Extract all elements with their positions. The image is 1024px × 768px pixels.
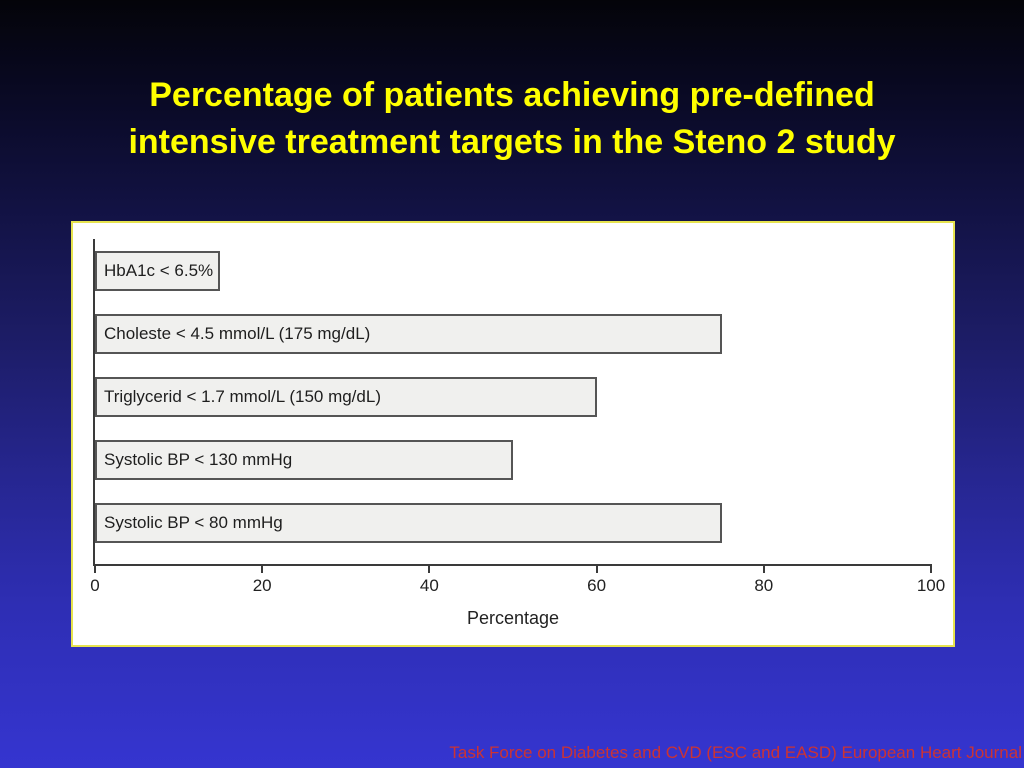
bar-label: Systolic BP < 80 mmHg [104, 513, 283, 532]
x-axis-tick-label: 100 [916, 576, 946, 595]
bar-row-1: HbA1c < 6.5% [95, 251, 221, 291]
x-axis-label: Percentage [466, 608, 560, 628]
bar-row-3: Triglycerid < 1.7 mmol/L (150 mg/dL) [95, 377, 597, 417]
x-axis-tick-label: 80 [754, 576, 774, 595]
bar-label: HbA1c < 6.5% [104, 261, 214, 280]
x-axis-tick [428, 564, 431, 573]
title-line-2: intensive treatment targets in the Steno… [128, 123, 896, 161]
x-axis-tick-label: 20 [252, 576, 272, 595]
x-axis-tick [930, 564, 932, 573]
x-axis-tick [94, 564, 96, 573]
bar-row-2: Choleste < 4.5 mmol/L (175 mg/dL) [95, 314, 722, 354]
bar-chart: Percentage HbA1c < 6.5% Choleste < 4.5 mm… [90, 239, 945, 628]
bar-row-4: Systolic BP < 130 mmHg [95, 440, 513, 480]
title-line-1: Percentage of patients achieving pre-def… [149, 76, 875, 114]
x-axis-tick [762, 564, 765, 573]
x-axis-tick-label: 40 [419, 576, 439, 595]
x-axis-tick-label: 60 [587, 576, 607, 595]
x-axis-tick-label: 0 [90, 576, 100, 595]
chart-panel: Percentage HbA1c < 6.5% Choleste < 4.5 mm… [71, 221, 955, 647]
bar-label: Choleste < 4.5 mmol/L (175 mg/dL) [104, 324, 371, 343]
x-axis-tick [595, 564, 598, 573]
x-axis-tick [261, 564, 264, 573]
source-citation: Task Force on Diabetes and CVD (ESC and … [449, 743, 1022, 762]
bar-row-5: Systolic BP < 80 mmHg [95, 503, 722, 543]
page-title: Percentage of patients achieving pre-def… [0, 72, 1024, 166]
bar-label: Triglycerid < 1.7 mmol/L (150 mg/dL) [104, 387, 381, 406]
bar-label: Systolic BP < 130 mmHg [104, 450, 293, 469]
